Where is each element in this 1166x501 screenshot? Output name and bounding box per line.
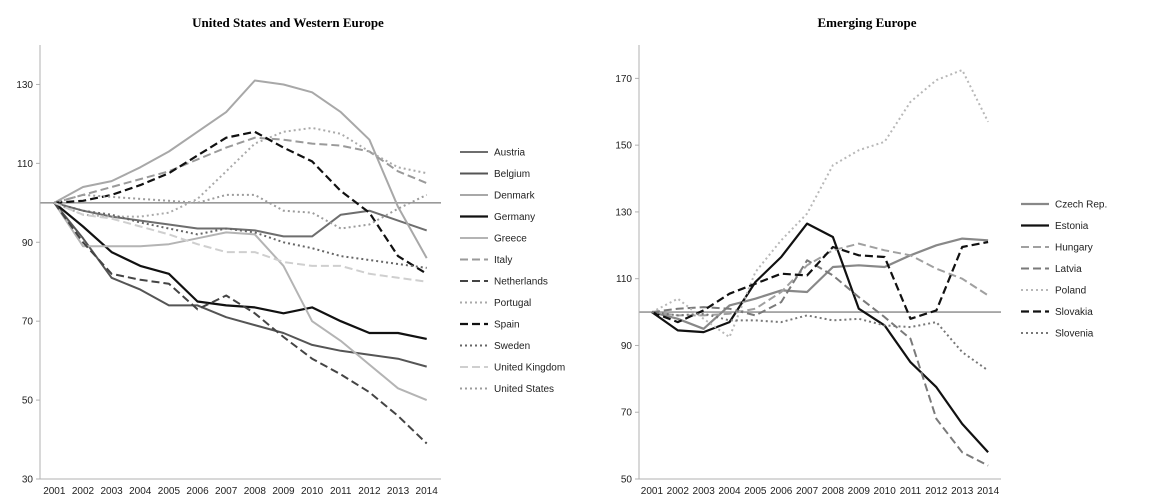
legend-label-latvia: Latvia xyxy=(1055,264,1082,275)
y-tick-label: 70 xyxy=(22,317,34,328)
series-line-sweden xyxy=(54,201,427,269)
y-tick-label: 70 xyxy=(621,408,633,419)
x-tick-label: 2002 xyxy=(72,486,95,497)
x-tick-label: 2013 xyxy=(951,486,974,497)
legend-label-poland: Poland xyxy=(1055,286,1086,297)
legend-label-germany: Germany xyxy=(494,212,535,223)
x-tick-label: 2011 xyxy=(330,486,352,497)
x-tick-label: 2004 xyxy=(129,486,152,497)
x-tick-label: 2009 xyxy=(272,486,295,497)
series-line-greece xyxy=(53,202,428,402)
y-tick-label: 150 xyxy=(615,141,632,152)
series-line-netherlands xyxy=(53,202,428,445)
x-tick-label: 2007 xyxy=(215,486,238,497)
series-layer xyxy=(40,79,441,445)
x-tick-label: 2002 xyxy=(667,486,690,497)
y-tick-label: 130 xyxy=(16,80,33,91)
series-line-portugal xyxy=(53,126,427,218)
series-layer xyxy=(639,69,1001,467)
x-tick-label: 2008 xyxy=(244,486,267,497)
legend-label-spain: Spain xyxy=(494,320,520,331)
y-tick-label: 50 xyxy=(22,396,34,407)
x-tick-label: 2003 xyxy=(693,486,716,497)
y-tick-label: 50 xyxy=(621,475,633,486)
series-line-czech-rep xyxy=(651,237,989,330)
x-tick-label: 2011 xyxy=(900,486,922,497)
legend-label-denmark: Denmark xyxy=(494,191,536,202)
legend-label-estonia: Estonia xyxy=(1055,221,1089,232)
legend: Czech Rep. Estonia Hungary Latvia Poland Slov… xyxy=(1021,200,1107,340)
legend-label-italy: Italy xyxy=(494,255,512,266)
series-line-spain xyxy=(54,130,428,275)
y-tick-label: 110 xyxy=(17,159,33,170)
legend-label-portugal: Portugal xyxy=(494,298,531,309)
x-tick-label: 2005 xyxy=(158,486,181,497)
x-tick-label: 2005 xyxy=(744,486,767,497)
axis-layer: 30 50 70 90 110 130 2001 2002 2003 2004 2005 2006 20… xyxy=(16,45,441,497)
x-tick-label: 2008 xyxy=(822,486,845,497)
x-tick-label: 2007 xyxy=(796,486,819,497)
legend-label-united-kingdom: United Kingdom xyxy=(494,363,565,374)
series-line-latvia xyxy=(651,259,989,467)
legend-label-netherlands: Netherlands xyxy=(494,277,548,288)
x-tick-label: 2004 xyxy=(718,486,741,497)
chart-western-europe: United States and Western Europe 30 50 70 9… xyxy=(16,15,565,497)
y-tick-label: 130 xyxy=(615,207,632,218)
y-tick-label: 110 xyxy=(616,274,632,285)
legend-label-austria: Austria xyxy=(494,148,526,159)
chart-title: Emerging Europe xyxy=(817,15,916,30)
x-tick-label: 2006 xyxy=(186,486,209,497)
series-line-poland xyxy=(651,69,989,339)
series-line-estonia xyxy=(651,222,989,454)
x-tick-label: 2006 xyxy=(770,486,793,497)
series-line-slovenia xyxy=(651,311,989,372)
x-tick-label: 2014 xyxy=(416,486,439,497)
x-tick-label: 2001 xyxy=(641,486,664,497)
series-line-germany xyxy=(53,201,427,340)
y-tick-label: 170 xyxy=(615,74,632,85)
legend-label-czech-rep: Czech Rep. xyxy=(1055,200,1107,211)
series-line-belgium xyxy=(53,202,427,368)
x-tick-label: 2012 xyxy=(925,486,948,497)
legend-label-slovenia: Slovenia xyxy=(1055,329,1094,340)
series-line-hungary xyxy=(651,242,989,317)
series-line-united-states xyxy=(54,193,428,230)
legend-label-greece: Greece xyxy=(494,234,527,245)
legend-label-belgium: Belgium xyxy=(494,169,530,180)
series-line-italy xyxy=(54,136,428,204)
legend-label-united-states: United States xyxy=(494,384,554,395)
x-tick-label: 2012 xyxy=(358,486,381,497)
legend-label-sweden: Sweden xyxy=(494,341,530,352)
legend-label-hungary: Hungary xyxy=(1055,243,1093,254)
series-line-denmark xyxy=(53,79,428,259)
x-tick-label: 2010 xyxy=(301,486,324,497)
x-tick-label: 2013 xyxy=(387,486,410,497)
x-tick-label: 2001 xyxy=(43,486,66,497)
y-tick-label: 90 xyxy=(22,238,34,249)
series-line-united-kingdom xyxy=(53,201,427,283)
y-tick-label: 90 xyxy=(621,341,633,352)
series-line-slovakia xyxy=(651,240,989,324)
chart-title: United States and Western Europe xyxy=(192,15,384,30)
x-tick-label: 2014 xyxy=(977,486,1000,497)
x-tick-label: 2003 xyxy=(100,486,123,497)
legend: Austria Belgium Denmark Germany Greece Italy N… xyxy=(460,148,565,395)
x-tick-label: 2009 xyxy=(848,486,871,497)
x-tick-label: 2010 xyxy=(874,486,897,497)
legend-label-slovakia: Slovakia xyxy=(1055,307,1093,318)
y-tick-label: 30 xyxy=(22,475,34,486)
